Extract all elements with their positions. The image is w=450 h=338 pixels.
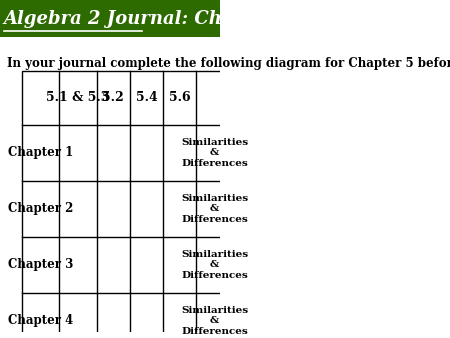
Text: Similarities
&
Differences: Similarities & Differences	[181, 306, 248, 336]
Text: 5.1 & 5.3: 5.1 & 5.3	[46, 91, 109, 104]
Text: Algebra 2 Journal: Chapter 5.1-5.4 & 5.6: Algebra 2 Journal: Chapter 5.1-5.4 & 5.6	[4, 10, 413, 28]
Bar	[22, 71, 233, 338]
Text: Similarities
&
Differences: Similarities & Differences	[181, 138, 248, 168]
Text: In your journal complete the following diagram for Chapter 5 before class on 2/2: In your journal complete the following d…	[7, 57, 450, 70]
Text: 5.4: 5.4	[135, 91, 157, 104]
Bar	[0, 0, 220, 37]
Text: 5.6: 5.6	[169, 91, 190, 104]
Text: Chapter 4: Chapter 4	[8, 314, 73, 327]
Text: 5.2: 5.2	[102, 91, 124, 104]
Text: Similarities
&
Differences: Similarities & Differences	[181, 250, 248, 280]
Text: Chapter 2: Chapter 2	[8, 202, 73, 215]
Text: Chapter 3: Chapter 3	[8, 258, 73, 271]
Text: Similarities
&
Differences: Similarities & Differences	[181, 194, 248, 224]
Text: Chapter 1: Chapter 1	[8, 146, 73, 159]
